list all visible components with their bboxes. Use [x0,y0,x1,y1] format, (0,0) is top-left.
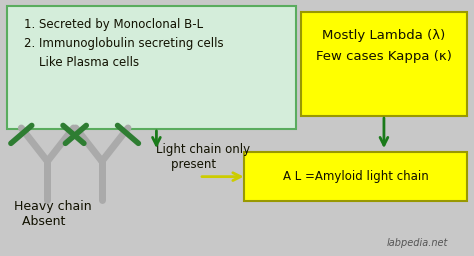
Text: 1. Secreted by Monoclonal B-L
2. Immunoglobulin secreting cells
    Like Plasma : 1. Secreted by Monoclonal B-L 2. Immunog… [24,18,223,69]
FancyBboxPatch shape [301,12,467,116]
FancyBboxPatch shape [7,6,296,129]
Text: labpedia.net: labpedia.net [386,238,448,248]
Text: Light chain only
    present: Light chain only present [156,143,251,171]
Text: Mostly Lambda (λ)
Few cases Kappa (κ): Mostly Lambda (λ) Few cases Kappa (κ) [316,29,452,63]
FancyBboxPatch shape [244,152,467,201]
Text: A L =Amyloid light chain: A L =Amyloid light chain [283,170,428,183]
Text: Heavy chain
  Absent: Heavy chain Absent [14,200,92,228]
